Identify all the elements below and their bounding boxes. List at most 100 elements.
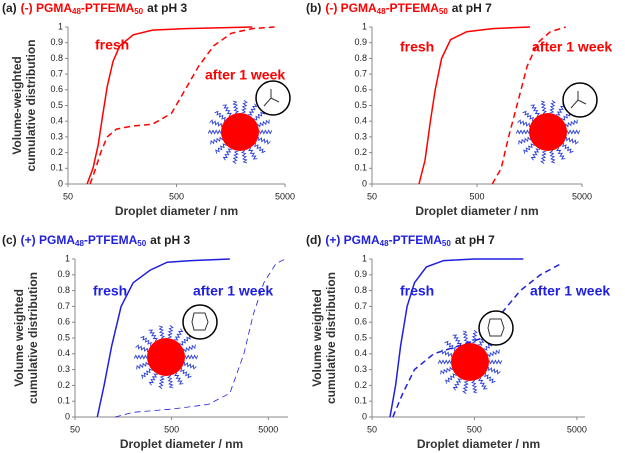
series-line <box>96 258 230 418</box>
polymer-chain <box>222 148 232 161</box>
polymer-chain <box>452 378 462 391</box>
y-axis-label: cumulative distribution <box>24 39 38 171</box>
structure <box>191 312 209 331</box>
title-part: 48 <box>380 239 389 248</box>
y-tick-label: 1 <box>58 21 63 31</box>
y-tick-label: 0.7 <box>354 68 367 78</box>
series-line <box>418 26 531 185</box>
title-part: (+) PGMA <box>21 233 76 247</box>
polymer-chain <box>549 150 556 164</box>
y-tick-label: 0.6 <box>57 317 70 327</box>
chart-title: (a) (-) PGMA48-PTFEMA50 at pH 3 <box>2 1 187 16</box>
polymer-chain <box>488 359 503 365</box>
particle <box>221 113 259 151</box>
title-part: (-) PGMA <box>21 1 73 15</box>
polymer-chain <box>167 325 174 339</box>
title-part: at pH 7 <box>455 233 495 247</box>
polymer-chain <box>214 110 226 122</box>
y-tick-label: 0 <box>362 178 367 188</box>
y-tick-label: 1 <box>362 21 367 31</box>
y-tick-label: 0.3 <box>354 364 367 374</box>
polymer-chain <box>174 328 184 341</box>
y-axis-label: cumulative distribution <box>26 272 40 404</box>
polymer-chain <box>133 354 148 360</box>
y-tick-label: 1 <box>362 253 367 263</box>
polymer-chain <box>215 143 227 154</box>
y-tick-label: 0.2 <box>354 147 367 157</box>
polymer-chain <box>254 142 266 154</box>
x-tick-label: 5000 <box>572 191 592 201</box>
x-tick-label: 500 <box>164 424 179 434</box>
y-tick-label: 0.3 <box>354 131 367 141</box>
chart-title: (c) (+) PGMA48-PTFEMA50 at pH 3 <box>2 233 190 248</box>
polymer-chain <box>478 377 488 390</box>
polymer-chain <box>452 334 462 347</box>
polymer-chain <box>445 373 457 384</box>
title-part: (+) PGMA <box>325 233 380 247</box>
chart-title: (b) (-) PGMA48-PTFEMA50 at pH 7 <box>306 1 492 16</box>
polymer-chain <box>207 129 222 135</box>
y-tick-label: 0.7 <box>354 301 367 311</box>
title-part: (b) <box>306 1 321 15</box>
y-axis-label: Volume-weighted <box>10 56 24 154</box>
polymer-chain <box>141 368 153 379</box>
y-tick-label: 0.7 <box>57 301 70 311</box>
polymer-chain <box>179 335 191 346</box>
series-line <box>89 26 275 185</box>
y-tick-label: 1 <box>65 253 70 263</box>
y-tick-label: 0.9 <box>354 37 367 47</box>
polymer-chain <box>462 380 469 394</box>
y-tick-label: 0.6 <box>354 317 367 327</box>
y-axis-label: Volume weighted <box>12 289 26 387</box>
polymer-chain <box>562 142 574 154</box>
y-axis-label: cumulative distribution <box>324 272 338 404</box>
y-tick-label: 0.5 <box>50 100 63 110</box>
title-part: 48 <box>377 7 386 16</box>
x-axis-label: Droplet diameter / nm <box>120 437 243 451</box>
y-tick-label: 0.1 <box>57 396 70 406</box>
title-part: 48 <box>75 239 84 248</box>
polymer-chain <box>232 150 239 164</box>
polymer-chain <box>439 349 453 358</box>
polymer-chain <box>556 147 566 160</box>
polymer-chain <box>148 373 158 386</box>
series-label: fresh <box>95 37 129 53</box>
y-tick-label: 0.2 <box>57 380 70 390</box>
polymer-chain <box>523 143 535 154</box>
x-tick-label: 500 <box>467 424 482 434</box>
series-line <box>86 26 253 185</box>
y-tick-label: 0.8 <box>354 285 367 295</box>
polymer-chain <box>158 375 165 389</box>
x-tick-label: 500 <box>169 191 184 201</box>
structure <box>570 91 587 109</box>
polymer-chain <box>258 129 273 135</box>
title-part: (c) <box>2 233 17 247</box>
title-part: 50 <box>442 239 451 248</box>
series-label: fresh <box>93 283 127 299</box>
y-tick-label: 0.3 <box>57 364 70 374</box>
polymer-chain <box>241 100 248 114</box>
y-tick-label: 0.5 <box>354 332 367 342</box>
polymer-chain <box>248 147 258 160</box>
polymer-chain <box>540 150 547 164</box>
y-tick-label: 0 <box>58 178 63 188</box>
y-axis-label: Volume weighted <box>310 289 324 387</box>
title-part: 50 <box>439 7 448 16</box>
series-line <box>389 258 524 418</box>
x-tick-label: 5000 <box>567 424 587 434</box>
series-label: after 1 week <box>205 67 285 83</box>
polymer-chain <box>530 104 540 117</box>
polymer-chain <box>522 110 534 122</box>
series-label: fresh <box>400 283 434 299</box>
series-label: after 1 week <box>193 283 273 299</box>
y-tick-label: 0.9 <box>354 269 367 279</box>
group-bubble <box>562 82 598 118</box>
polymer-chain <box>486 349 500 358</box>
polymer-chain <box>530 148 540 161</box>
title-part: -PTFEMA <box>389 233 443 247</box>
polymer-chain <box>517 119 531 128</box>
polymer-chain <box>158 325 165 339</box>
polymer-chain <box>440 366 454 375</box>
